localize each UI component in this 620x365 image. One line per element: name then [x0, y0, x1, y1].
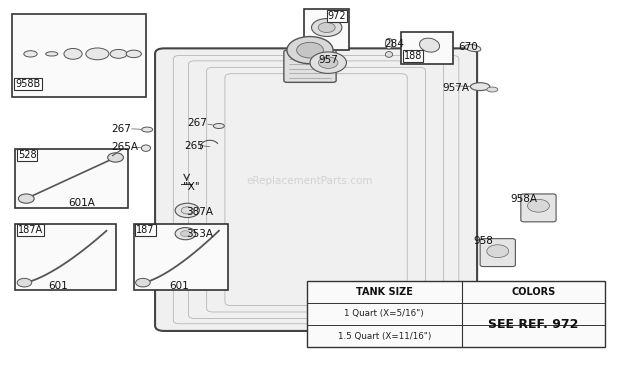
- Bar: [401, 32, 453, 65]
- Ellipse shape: [141, 145, 151, 151]
- Ellipse shape: [110, 49, 127, 58]
- FancyBboxPatch shape: [480, 239, 515, 266]
- Circle shape: [311, 19, 342, 36]
- Text: 188: 188: [404, 51, 422, 61]
- Circle shape: [528, 199, 549, 212]
- Circle shape: [287, 36, 333, 64]
- Text: 267: 267: [112, 124, 131, 134]
- Text: 1 Quart (X=5/16"): 1 Quart (X=5/16"): [345, 310, 424, 318]
- Text: 958A: 958A: [510, 193, 538, 204]
- Circle shape: [181, 207, 193, 214]
- Ellipse shape: [64, 49, 82, 59]
- FancyBboxPatch shape: [155, 48, 477, 331]
- Text: 601: 601: [169, 281, 189, 291]
- Circle shape: [487, 245, 508, 258]
- Circle shape: [175, 203, 200, 218]
- Circle shape: [310, 52, 347, 73]
- Ellipse shape: [386, 51, 392, 57]
- FancyBboxPatch shape: [521, 194, 556, 222]
- Text: 265A: 265A: [111, 142, 138, 153]
- Ellipse shape: [86, 48, 109, 60]
- Text: eReplacementParts.com: eReplacementParts.com: [247, 176, 373, 186]
- Circle shape: [19, 194, 34, 203]
- Text: 1.5 Quart (X=11/16"): 1.5 Quart (X=11/16"): [338, 331, 431, 341]
- Bar: [16, 149, 128, 208]
- Ellipse shape: [213, 123, 224, 128]
- Ellipse shape: [420, 38, 440, 52]
- Text: TANK SIZE: TANK SIZE: [356, 287, 413, 297]
- Circle shape: [180, 231, 190, 237]
- Text: "X": "X": [183, 182, 200, 192]
- Circle shape: [175, 227, 196, 240]
- Circle shape: [319, 57, 338, 68]
- Text: 601: 601: [48, 281, 68, 291]
- Bar: [16, 224, 115, 290]
- Circle shape: [318, 23, 335, 32]
- Circle shape: [296, 42, 324, 58]
- Circle shape: [108, 153, 123, 162]
- Text: 528: 528: [18, 150, 37, 160]
- Text: 187A: 187A: [18, 226, 43, 235]
- Text: 187: 187: [136, 226, 155, 235]
- Text: 284: 284: [384, 39, 404, 49]
- Text: 957: 957: [318, 55, 338, 65]
- Text: 958: 958: [474, 236, 494, 246]
- Text: 957A: 957A: [442, 83, 469, 93]
- Text: 267: 267: [188, 119, 208, 128]
- Ellipse shape: [386, 38, 392, 49]
- Text: 265: 265: [185, 141, 205, 151]
- Ellipse shape: [24, 51, 37, 57]
- Text: 387A: 387A: [186, 207, 213, 217]
- Text: 670: 670: [458, 42, 478, 51]
- Ellipse shape: [465, 45, 481, 51]
- FancyBboxPatch shape: [284, 50, 336, 82]
- Bar: [12, 14, 146, 97]
- Ellipse shape: [46, 52, 58, 56]
- Bar: [304, 9, 350, 50]
- Text: 972: 972: [328, 11, 347, 21]
- Ellipse shape: [142, 127, 153, 132]
- Text: COLORS: COLORS: [511, 287, 556, 297]
- Text: 353A: 353A: [186, 229, 213, 239]
- Text: 601A: 601A: [69, 198, 95, 208]
- Text: 958B: 958B: [16, 79, 40, 89]
- Bar: [134, 224, 228, 290]
- Ellipse shape: [487, 87, 498, 92]
- Circle shape: [136, 278, 150, 287]
- Circle shape: [17, 278, 32, 287]
- Ellipse shape: [471, 83, 490, 91]
- Text: SEE REF. 972: SEE REF. 972: [488, 319, 578, 331]
- Ellipse shape: [126, 50, 141, 58]
- Bar: [307, 281, 604, 347]
